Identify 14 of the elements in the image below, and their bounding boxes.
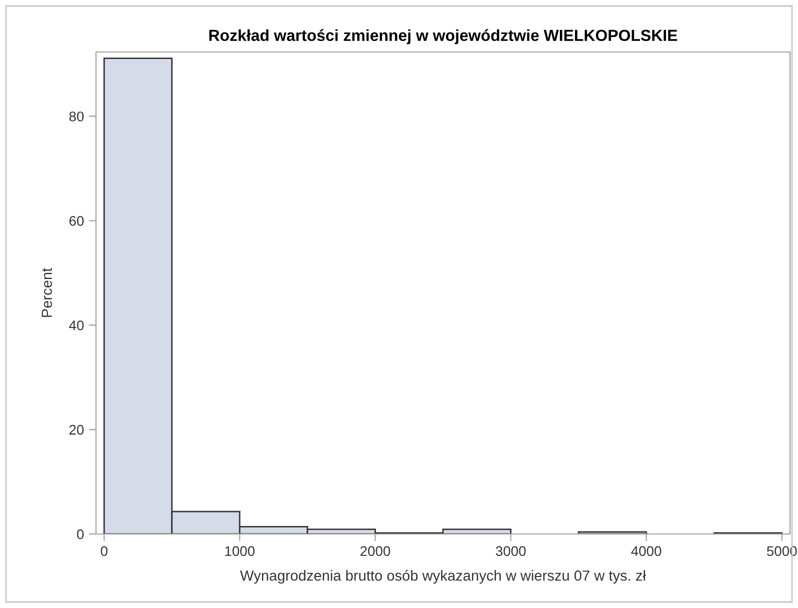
x-tick-label: 4000 (631, 546, 662, 556)
y-axis-title: Percent (42, 268, 52, 317)
x-tick-label: 3000 (496, 546, 526, 556)
x-tick-label: 2000 (360, 546, 390, 556)
y-tick-label: 0 (77, 529, 84, 540)
x-tick-label: 0 (100, 546, 108, 556)
chart-title: Rozkład wartości zmiennej w województwie WIELKOPOLSKIE (209, 29, 678, 44)
y-tick-label: 40 (69, 320, 84, 330)
y-tick-label: 80 (69, 112, 84, 122)
y-tick-label: 60 (69, 216, 84, 226)
x-axis-title: Wynagrodzenia brutto osób wykazanych w wierszu 07 w tys. zł (240, 570, 646, 584)
y-tick-label: 20 (69, 424, 84, 435)
x-tick-label: 1000 (225, 546, 255, 556)
x-tick-label: 5000 (766, 546, 797, 556)
